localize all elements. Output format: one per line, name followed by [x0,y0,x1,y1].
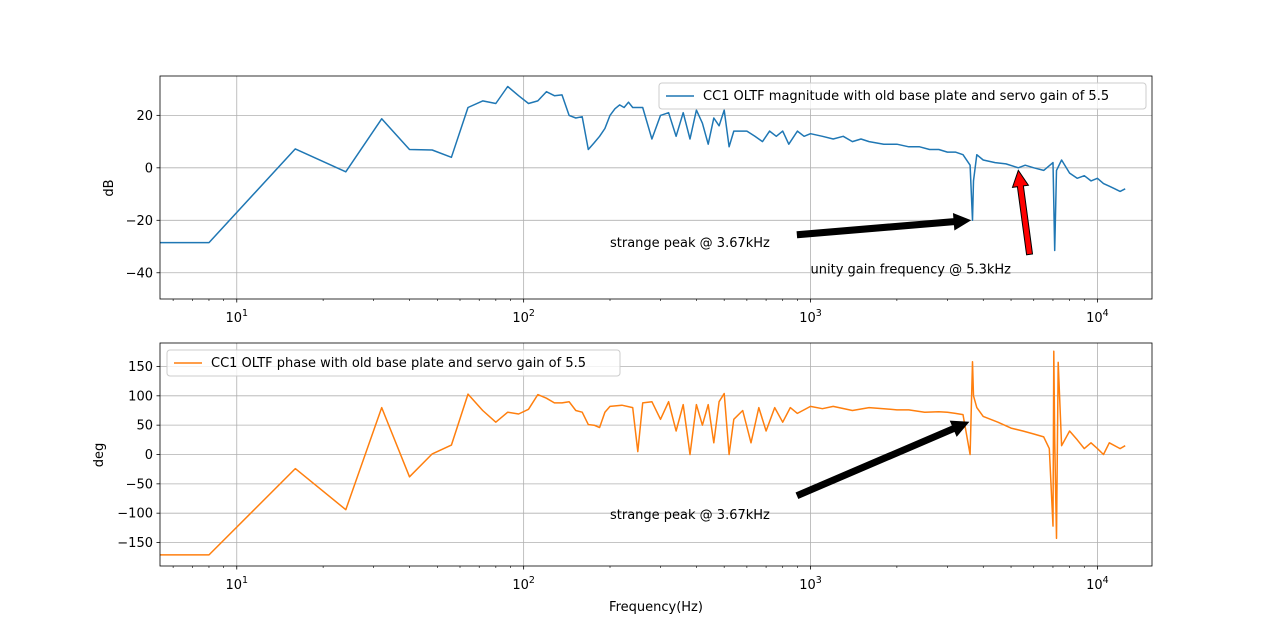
phase-x-axis-label: Frequency(Hz) [609,600,703,615]
y-tick-label: −20 [126,214,153,229]
strange-peak-annotation: strange peak @ 3.67kHz [610,236,770,251]
magnitude-legend: CC1 OLTF magnitude with old base plate a… [658,82,1147,110]
y-tick-label: 0 [145,448,153,463]
y-tick-label: 50 [136,419,153,434]
magnitude-y-axis-label: dB [102,179,117,196]
magnitude-axes-frame [159,75,1153,300]
phase-legend-box [166,349,621,377]
phase-annotations: strange peak @ 3.67kHz [610,420,970,523]
strange-peak-arrow [796,212,972,239]
unity-gain-arrow [1011,169,1034,256]
magnitude-legend-box [658,82,1147,110]
phase-y-axis-label: deg [92,443,107,468]
y-tick-label: −40 [126,266,153,281]
y-tick-label: 150 [128,360,153,375]
strange-peak-arrow [795,420,970,499]
y-tick-label: −50 [126,477,153,492]
magnitude-annotations: strange peak @ 3.67kHz unity gain freque… [610,169,1034,277]
magnitude-series-line [160,85,1126,252]
magnitude-grid [160,76,1152,299]
magnitude-legend-label: CC1 OLTF magnitude with old base plate a… [703,89,1109,104]
phase-legend: CC1 OLTF phase with old base plate and s… [166,349,621,377]
phase-series-line [160,350,1126,556]
y-tick-label: 100 [128,389,153,404]
y-tick-label: −100 [117,507,153,522]
unity-gain-annotation: unity gain frequency @ 5.3kHz [811,262,1012,277]
phase-y-ticks: −150 −100 −50 0 50 100 150 [117,360,160,551]
magnitude-y-ticks: −40 −20 0 20 [126,109,160,281]
phase-legend-label: CC1 OLTF phase with old base plate and s… [211,356,586,371]
y-tick-label: 0 [145,161,153,176]
strange-peak-annotation: strange peak @ 3.67kHz [610,508,770,523]
y-tick-label: −150 [117,536,153,551]
y-tick-label: 20 [136,109,153,124]
